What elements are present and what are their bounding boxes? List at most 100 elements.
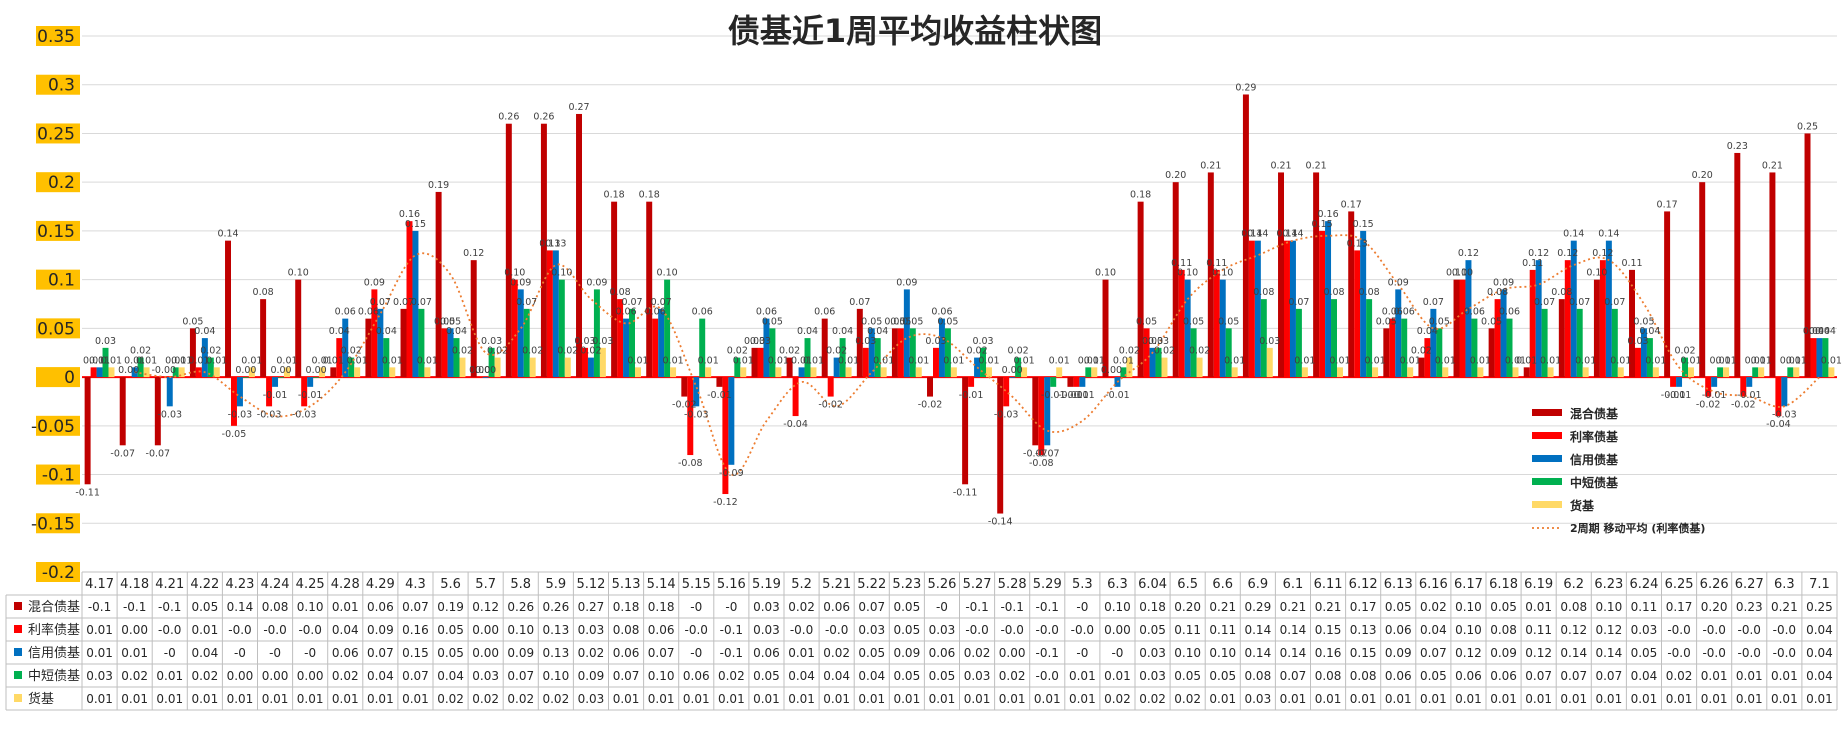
data-label: 0.01 xyxy=(873,355,894,366)
data-label: -0.01 xyxy=(298,390,323,401)
bar xyxy=(546,250,553,378)
table-cell: 0.10 xyxy=(1104,600,1131,614)
table-cell: 0.02 xyxy=(1104,692,1131,706)
data-label: 0.07 xyxy=(411,297,432,308)
table-cell: 0.05 xyxy=(893,669,920,683)
bar xyxy=(968,377,975,387)
data-label: 0.08 xyxy=(1323,287,1344,298)
legend-label: 利率债基 xyxy=(1570,429,1619,444)
bar xyxy=(137,357,144,378)
table-cell: 0.07 xyxy=(507,669,534,683)
table-cell: 0.01 xyxy=(297,692,324,706)
bar xyxy=(810,367,817,378)
legend-label: 信用债基 xyxy=(1570,452,1619,467)
bar xyxy=(131,367,138,378)
table-cell: 0.01 xyxy=(1701,669,1728,683)
data-label: -0.09 xyxy=(719,468,744,479)
x-tick-label: 6.16 xyxy=(1419,577,1448,592)
bar xyxy=(1822,338,1829,378)
bar xyxy=(599,347,606,378)
x-tick-label: 6.27 xyxy=(1735,577,1764,592)
data-label: 0.12 xyxy=(1458,248,1479,259)
bar xyxy=(1091,367,1098,378)
x-tick-label: 6.6 xyxy=(1212,577,1233,592)
data-label: 0.21 xyxy=(1200,160,1221,171)
data-label: 0.12 xyxy=(1557,248,1578,259)
bar xyxy=(775,367,782,378)
data-label: 0.04 xyxy=(797,326,818,337)
data-label: 0.04 xyxy=(1809,326,1830,337)
bar xyxy=(1231,367,1238,378)
x-tick-label: 5.12 xyxy=(576,577,605,592)
table-cell: 0.02 xyxy=(999,669,1026,683)
y-tick-label: 0.05 xyxy=(37,319,75,339)
data-label: 0.06 xyxy=(645,307,666,318)
table-cell: 0.01 xyxy=(1280,692,1307,706)
bar xyxy=(400,308,407,378)
table-cell: 0.02 xyxy=(1174,692,1201,706)
data-label: 0.02 xyxy=(1119,346,1140,357)
table-cell: 0.05 xyxy=(893,600,920,614)
bar xyxy=(1582,367,1589,378)
bar xyxy=(1331,299,1337,378)
bar xyxy=(119,377,126,446)
data-label: 0.06 xyxy=(814,307,835,318)
table-legend-key xyxy=(14,602,22,610)
bar xyxy=(1453,279,1460,378)
table-cell: 0.01 xyxy=(1525,600,1552,614)
data-label: 0.01 xyxy=(1049,355,1070,366)
data-label: -0.02 xyxy=(818,400,843,411)
table-cell: 0.03 xyxy=(858,623,885,637)
table-cell: 0.05 xyxy=(1490,600,1517,614)
data-label: 0.29 xyxy=(1235,82,1256,93)
table-cell: -0 xyxy=(234,646,246,660)
table-cell: 0.01 xyxy=(121,646,148,660)
bar xyxy=(635,367,641,378)
table-cell: 0.07 xyxy=(858,600,885,614)
bar xyxy=(827,377,834,397)
bar xyxy=(646,201,653,378)
bar xyxy=(336,338,343,378)
data-label: 0.05 xyxy=(1481,316,1502,327)
data-label: 0.03 xyxy=(1259,336,1280,347)
bar xyxy=(1752,367,1759,378)
bar xyxy=(225,240,231,378)
data-label: 0.04 xyxy=(1639,326,1660,337)
data-label: 0.10 xyxy=(288,268,309,279)
bar xyxy=(447,328,454,378)
x-tick-label: 5.13 xyxy=(612,577,641,592)
bar xyxy=(1605,240,1612,378)
table-cell: 0.07 xyxy=(1420,646,1447,660)
data-label: 0.01 xyxy=(1680,355,1701,366)
bar xyxy=(664,279,671,378)
table-cell: -0.1 xyxy=(965,600,988,614)
x-tick-label: 4.18 xyxy=(120,577,149,592)
bar xyxy=(1705,377,1712,397)
table-cell: 0.13 xyxy=(542,646,569,660)
data-label: 0.07 xyxy=(1604,297,1625,308)
table-cell: 0.13 xyxy=(542,623,569,637)
table-cell: 0.12 xyxy=(1560,623,1587,637)
table-cell: 0.07 xyxy=(367,646,394,660)
table-cell: 0.00 xyxy=(227,669,254,683)
table-cell: 0.01 xyxy=(823,692,850,706)
data-label: 0.02 xyxy=(200,346,221,357)
data-label: 0.01 xyxy=(1014,355,1035,366)
bar xyxy=(1207,172,1214,378)
bar xyxy=(470,260,477,378)
bar xyxy=(1407,367,1414,378)
bar xyxy=(1471,318,1478,378)
table-cell: 0.01 xyxy=(156,692,183,706)
table-cell: 0.01 xyxy=(964,692,991,706)
bar xyxy=(950,367,957,378)
bars xyxy=(84,94,1835,514)
data-label: 0.02 xyxy=(487,346,508,357)
data-label: 0.01 xyxy=(417,355,438,366)
table-cell: 0.10 xyxy=(297,600,324,614)
table-cell: 0.00 xyxy=(1104,623,1131,637)
data-label: 0.07 xyxy=(1534,297,1555,308)
table-cell: 0.05 xyxy=(893,623,920,637)
data-label: 0.12 xyxy=(463,248,484,259)
data-label: 0.02 xyxy=(557,346,578,357)
table-cell: 0.04 xyxy=(437,669,464,683)
